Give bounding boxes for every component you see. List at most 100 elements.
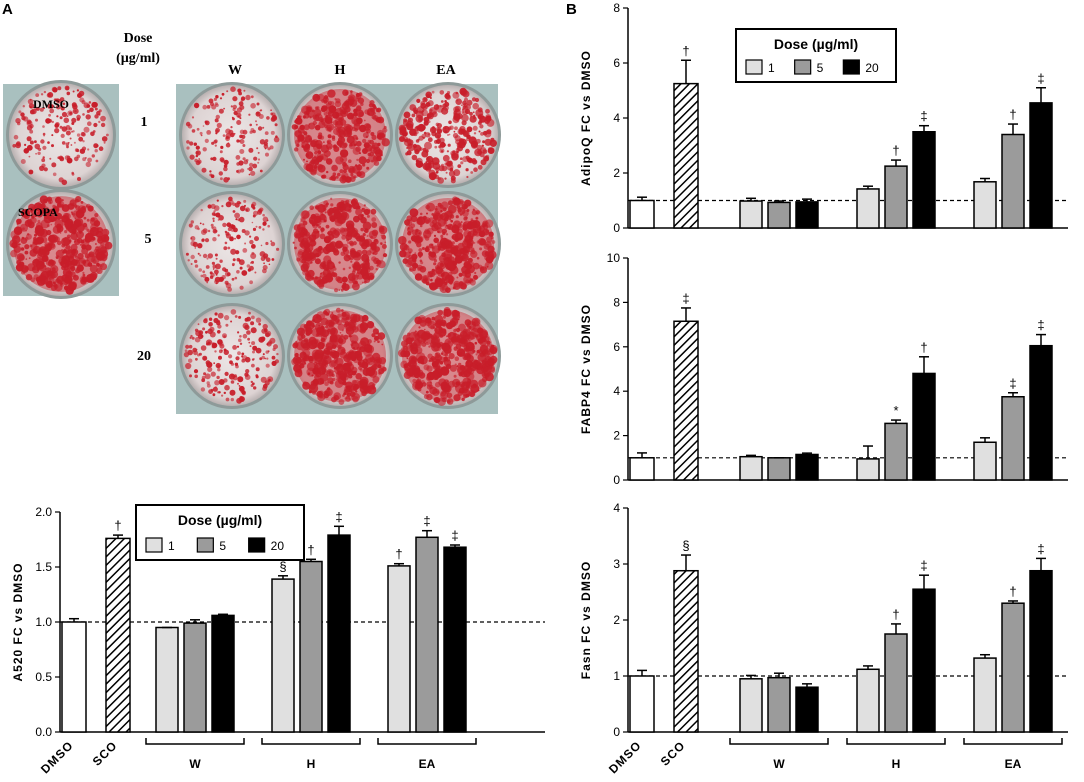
stain-spot	[377, 340, 380, 344]
stain-spot	[227, 227, 232, 232]
well-dose-20-W	[179, 303, 285, 409]
stain-spot	[455, 327, 461, 333]
stain-spot	[435, 167, 440, 172]
stain-spot	[350, 173, 354, 177]
stain-spot	[355, 164, 358, 167]
stain-spot	[206, 105, 211, 109]
stain-spot	[197, 252, 200, 255]
stain-spot	[48, 234, 56, 243]
stain-spot	[433, 237, 440, 244]
stain-spot	[226, 90, 229, 93]
stain-spot	[353, 108, 358, 113]
stain-spot	[462, 100, 467, 106]
stain-spot	[76, 257, 81, 262]
stain-spot	[62, 249, 68, 254]
stain-spot	[341, 311, 351, 321]
stain-spot	[356, 109, 364, 118]
stain-spot	[260, 256, 266, 262]
stain-spot	[411, 154, 418, 161]
stain-spot	[441, 165, 448, 172]
stain-spot	[410, 356, 417, 363]
bar-h-dose-1	[856, 668, 880, 733]
stain-spot	[245, 369, 250, 374]
stain-spot	[91, 101, 98, 108]
stain-spot	[373, 160, 380, 166]
x-label-dmso: DMSO	[606, 738, 644, 776]
stain-spot	[384, 241, 387, 244]
stain-spot	[430, 243, 434, 247]
stain-spot	[202, 253, 208, 259]
stain-spot	[191, 129, 196, 133]
stain-spot	[268, 263, 271, 266]
stain-spot	[445, 224, 448, 227]
stain-spot	[441, 391, 444, 394]
stain-spot	[430, 325, 435, 330]
stain-spot	[251, 244, 256, 249]
stain-spot	[478, 332, 484, 338]
stain-spot	[372, 115, 379, 121]
stain-spot	[354, 370, 357, 374]
stain-spot	[338, 371, 341, 375]
stain-spot	[61, 243, 66, 248]
stain-spot	[255, 120, 257, 123]
y-tick-label: 0	[613, 221, 620, 235]
bar-h-dose-1	[856, 458, 880, 481]
bar-dmso	[629, 457, 655, 481]
bar-ea-dose-1	[973, 181, 997, 229]
stain-spot	[76, 133, 81, 137]
stain-spot	[194, 264, 199, 268]
stain-spot	[478, 113, 484, 120]
stain-spot	[365, 158, 371, 164]
stain-spot	[249, 239, 254, 245]
stain-spot	[427, 137, 433, 143]
stain-spot	[194, 328, 199, 332]
stain-spot	[318, 283, 325, 289]
stain-spot	[74, 217, 77, 220]
stain-spot	[10, 249, 18, 258]
stain-spot	[320, 106, 327, 113]
stain-spot	[421, 133, 427, 139]
significance-mark: ‡	[335, 509, 342, 524]
stain-spot	[472, 125, 478, 131]
stain-spot	[209, 170, 212, 173]
stain-spot	[358, 171, 366, 179]
stain-spot	[416, 358, 419, 361]
stain-spot	[371, 333, 376, 338]
stain-spot	[25, 258, 28, 260]
stain-spot	[202, 327, 206, 331]
stain-spot	[449, 321, 456, 327]
stain-spot	[69, 281, 78, 289]
stain-spot	[350, 90, 353, 93]
stain-spot	[368, 369, 378, 378]
stain-spot	[309, 160, 315, 167]
stain-spot	[428, 282, 436, 290]
stain-spot	[434, 145, 438, 149]
stain-spot	[325, 224, 330, 229]
stain-spot	[15, 142, 21, 149]
bar-h-dose-5	[299, 560, 323, 733]
stain-spot	[73, 141, 76, 144]
stain-spot	[321, 99, 325, 103]
stain-spot	[266, 116, 270, 120]
stain-spot	[273, 344, 278, 350]
stain-spot	[416, 378, 422, 384]
stain-spot	[444, 162, 448, 166]
stain-spot	[314, 151, 318, 155]
stain-spot	[444, 100, 447, 103]
stain-spot	[380, 243, 383, 245]
stain-spot	[59, 125, 63, 129]
stain-spot	[363, 119, 366, 122]
stain-spot	[405, 152, 409, 156]
stain-spot	[101, 136, 108, 142]
stain-spot	[375, 268, 378, 271]
stain-spot	[34, 140, 37, 144]
stain-spot	[325, 202, 329, 206]
stain-spot	[320, 317, 329, 326]
stain-spot	[339, 145, 342, 148]
stain-spot	[371, 229, 379, 236]
stain-spot	[80, 201, 84, 204]
stain-spot	[376, 259, 382, 265]
stain-spot	[453, 169, 461, 177]
stain-spot	[246, 316, 252, 322]
significance-mark: ‡	[1037, 318, 1044, 333]
